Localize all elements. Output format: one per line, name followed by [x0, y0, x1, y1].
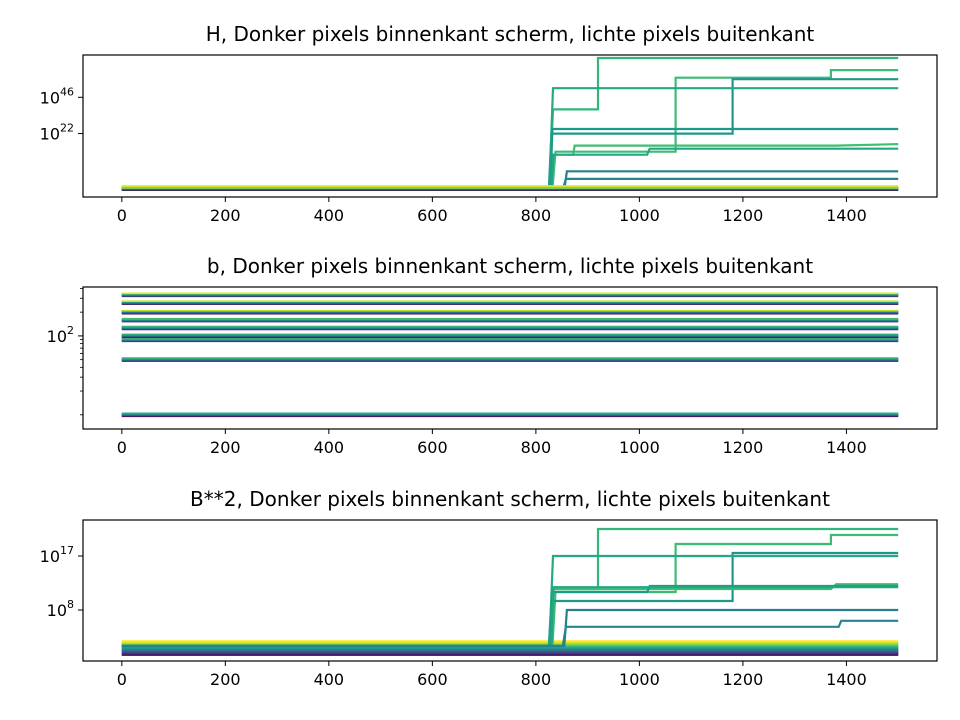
chart-h-x-tick-label: 800	[521, 206, 552, 225]
chart-b-x-tick-label: 200	[210, 438, 241, 457]
chart-b-x-tick-label: 1400	[826, 438, 867, 457]
chart-b2-x-tick-label: 1200	[723, 670, 764, 689]
chart-h-y-tick-label: 1022	[40, 122, 74, 144]
chart-h-y-tick-label: 1046	[40, 85, 74, 107]
chart-h-axes-frame	[82, 54, 938, 198]
chart-h-x-tick-label: 1000	[619, 206, 660, 225]
chart-b2-series-line	[121, 586, 899, 648]
chart-b2-series-line	[121, 619, 899, 648]
chart-h-y-ticks: 1022 1046	[40, 85, 83, 144]
chart-b2-axes-frame	[82, 519, 938, 662]
chart-b-x-tick-label: 400	[314, 438, 345, 457]
chart-b2-series-line	[121, 554, 899, 648]
chart-h-series-line	[121, 78, 899, 191]
chart-h: H, Donker pixels binnenkant scherm, lich…	[40, 22, 938, 225]
chart-h-series-line	[121, 87, 899, 191]
chart-b2-series-line	[121, 584, 899, 648]
chart-b2-y-tick-label: 1017	[40, 544, 74, 566]
chart-b-x-tick-label: 1000	[619, 438, 660, 457]
chart-b-y-ticks: 102	[47, 288, 83, 416]
chart-h-x-tick-label: 400	[314, 206, 345, 225]
chart-h-x-tick-label: 1400	[826, 206, 867, 225]
chart-b-x-tick-label: 600	[417, 438, 448, 457]
chart-h-x-ticks: 0 200 400 600 800 1000 1200 1400	[117, 197, 867, 225]
chart-b-x-tick-label: 800	[521, 438, 552, 457]
chart-b2-x-tick-label: 800	[521, 670, 552, 689]
chart-b2-x-ticks: 0 200 400 600 800 1000 1200 1400	[117, 661, 867, 689]
chart-h-series-line	[121, 147, 899, 191]
chart-b2: B**2, Donker pixels binnenkant scherm, l…	[40, 487, 938, 689]
chart-b-x-ticks: 0 200 400 600 800 1000 1200 1400	[117, 429, 867, 457]
chart-b-y-tick-label: 102	[47, 324, 74, 346]
chart-h-x-tick-label: 1200	[723, 206, 764, 225]
chart-h-series	[121, 56, 899, 192]
chart-b: b, Donker pixels binnenkant scherm, lich…	[47, 254, 938, 457]
chart-b-x-tick-label: 1200	[723, 438, 764, 457]
chart-b-series	[121, 292, 899, 418]
chart-h-series-line	[121, 143, 899, 191]
chart-b2-series-line	[121, 551, 899, 648]
chart-h-series-line	[121, 68, 899, 191]
chart-b2-series	[121, 527, 899, 656]
chart-b-axes-frame	[82, 286, 938, 430]
chart-b2-series-line	[121, 533, 899, 648]
chart-h-x-tick-label: 200	[210, 206, 241, 225]
chart-b2-x-tick-label: 1400	[826, 670, 867, 689]
chart-b-x-tick-label: 0	[117, 438, 127, 457]
chart-b2-y-ticks: 108 1017	[40, 544, 83, 620]
chart-b2-x-tick-label: 600	[417, 670, 448, 689]
chart-b2-y-tick-label: 108	[47, 598, 74, 620]
chart-h-title: H, Donker pixels binnenkant scherm, lich…	[206, 22, 815, 46]
chart-b2-series-line	[121, 583, 899, 648]
chart-h-x-tick-label: 0	[117, 206, 127, 225]
chart-b2-x-tick-label: 200	[210, 670, 241, 689]
chart-b2-x-tick-label: 1000	[619, 670, 660, 689]
chart-b-title: b, Donker pixels binnenkant scherm, lich…	[207, 254, 813, 278]
chart-h-series-line	[121, 127, 899, 191]
chart-b2-x-tick-label: 0	[117, 670, 127, 689]
chart-b2-x-tick-label: 400	[314, 670, 345, 689]
chart-h-x-tick-label: 600	[417, 206, 448, 225]
chart-b2-title: B**2, Donker pixels binnenkant scherm, l…	[190, 487, 830, 511]
